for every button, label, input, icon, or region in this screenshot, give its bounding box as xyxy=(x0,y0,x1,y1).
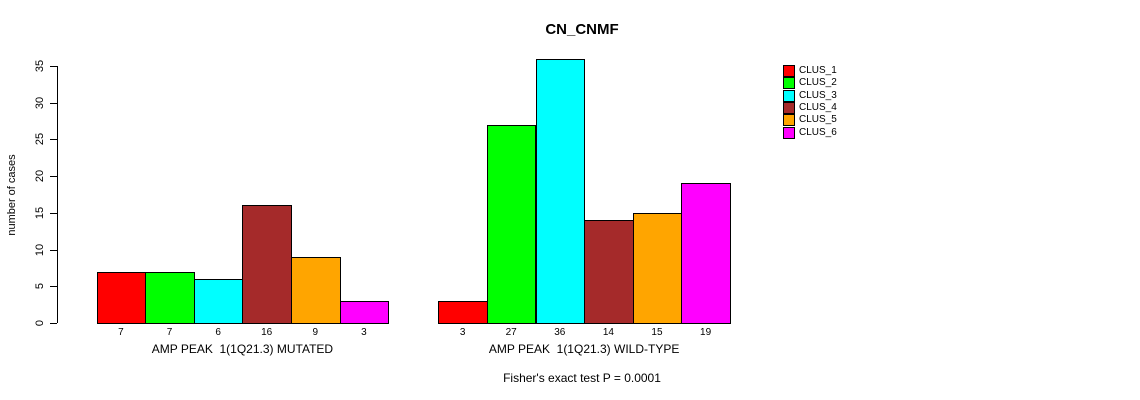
legend-item-clus_1: CLUS_1 xyxy=(783,65,837,77)
bar-value-label: 14 xyxy=(602,327,614,338)
legend-label: CLUS_4 xyxy=(799,102,837,114)
bar-value-label: 9 xyxy=(312,327,319,338)
legend-label: CLUS_1 xyxy=(799,65,837,76)
y-axis-tick xyxy=(50,286,57,288)
y-axis-tick-label: 25 xyxy=(34,133,46,146)
bar-clus_3-group1 xyxy=(193,278,244,324)
legend-swatch xyxy=(783,65,795,77)
bar-clus_4-group2 xyxy=(584,220,634,324)
legend-label: CLUS_2 xyxy=(799,77,837,89)
legend-label: CLUS_6 xyxy=(799,126,837,138)
y-axis-tick xyxy=(50,102,57,104)
y-axis-tick xyxy=(50,323,57,324)
group-axis-label: AMP PEAK 1(1Q21.3) WILD-TYPE xyxy=(488,342,680,356)
legend-item-clus_3: CLUS_3 xyxy=(783,89,837,102)
legend-item-clus_6: CLUS_6 xyxy=(783,126,837,139)
bar-clus_3-group2 xyxy=(535,58,586,324)
bar-value-label: 36 xyxy=(554,327,566,338)
bar-clus_6-group1 xyxy=(339,300,390,324)
y-axis-tick-label: 30 xyxy=(34,96,46,109)
y-axis-tick-label: 5 xyxy=(34,283,46,290)
legend-label: CLUS_3 xyxy=(799,89,837,101)
legend-swatch xyxy=(783,89,795,102)
bar-clus_2-group1 xyxy=(145,271,195,324)
y-axis-tick xyxy=(50,139,57,141)
bar-clus_6-group2 xyxy=(681,183,731,324)
y-axis-label: number of cases xyxy=(6,154,18,236)
y-axis-tick-label: 10 xyxy=(34,243,46,256)
bar-clus_4-group1 xyxy=(242,205,292,324)
y-axis-tick xyxy=(50,176,57,178)
bar-value-label: 7 xyxy=(166,327,173,338)
bar-value-label: 3 xyxy=(361,327,367,338)
legend-swatch xyxy=(783,114,795,127)
legend-item-clus_4: CLUS_4 xyxy=(783,102,837,115)
y-axis-tick xyxy=(50,65,57,67)
bar-value-label: 3 xyxy=(459,327,466,338)
legend-item-clus_5: CLUS_5 xyxy=(783,114,837,127)
group-axis-label: AMP PEAK 1(1Q21.3) MUTATED xyxy=(151,342,334,356)
bar-value-label: 16 xyxy=(261,327,273,338)
bar-value-label: 7 xyxy=(118,327,124,338)
legend-item-clus_2: CLUS_2 xyxy=(783,77,837,90)
legend-swatch xyxy=(783,77,795,90)
annotation-text: Fisher's exact test P = 0.0001 xyxy=(503,371,661,385)
legend-label: CLUS_5 xyxy=(799,114,837,126)
bar-clus_1-group1 xyxy=(96,271,147,324)
y-axis-line xyxy=(57,65,58,323)
bar-clus_5-group2 xyxy=(632,212,683,324)
bar-clus_2-group2 xyxy=(486,124,537,324)
bar-value-label: 6 xyxy=(215,327,221,338)
y-axis-tick xyxy=(50,212,57,214)
bar-clus_1-group2 xyxy=(438,300,488,324)
bar-value-label: 19 xyxy=(700,327,712,338)
legend-swatch xyxy=(783,126,795,139)
chart-title: CN_CNMF xyxy=(545,21,619,38)
y-axis-tick xyxy=(50,249,57,251)
bar-value-label: 15 xyxy=(651,327,663,338)
y-axis-tick-label: 20 xyxy=(34,169,46,183)
y-axis-tick-label: 15 xyxy=(34,206,46,219)
bar-clus_5-group1 xyxy=(291,256,341,324)
legend-swatch xyxy=(783,102,795,115)
bar-value-label: 27 xyxy=(505,327,517,338)
y-axis-tick-label: 0 xyxy=(34,319,46,327)
y-axis-tick-label: 35 xyxy=(34,59,46,73)
